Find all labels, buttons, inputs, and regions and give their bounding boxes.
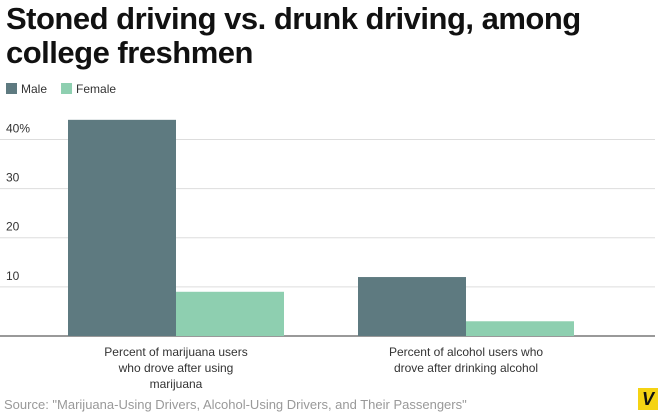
bar — [68, 119, 176, 337]
y-tick-label: 20 — [6, 220, 20, 234]
y-tick-label: 10 — [6, 269, 20, 283]
legend-label: Male — [21, 82, 47, 96]
logo: V — [638, 388, 658, 410]
legend-label: Female — [76, 82, 116, 96]
x-tick-label: Percent of alcohol users who drove after… — [388, 345, 544, 375]
legend-swatch — [61, 83, 73, 94]
chart-title: Stoned driving vs. drunk driving, among … — [6, 1, 581, 70]
bar — [358, 277, 466, 336]
y-tick-label: 30 — [6, 171, 20, 185]
legend-swatch — [6, 83, 17, 94]
x-tick-label: Percent of marijuana users who drove aft… — [104, 345, 248, 391]
bar — [176, 291, 284, 336]
source: Source: "Marijuana-Using Drivers, Alcoho… — [4, 397, 467, 412]
bar — [466, 321, 574, 336]
y-tick-label: 40% — [6, 121, 30, 135]
